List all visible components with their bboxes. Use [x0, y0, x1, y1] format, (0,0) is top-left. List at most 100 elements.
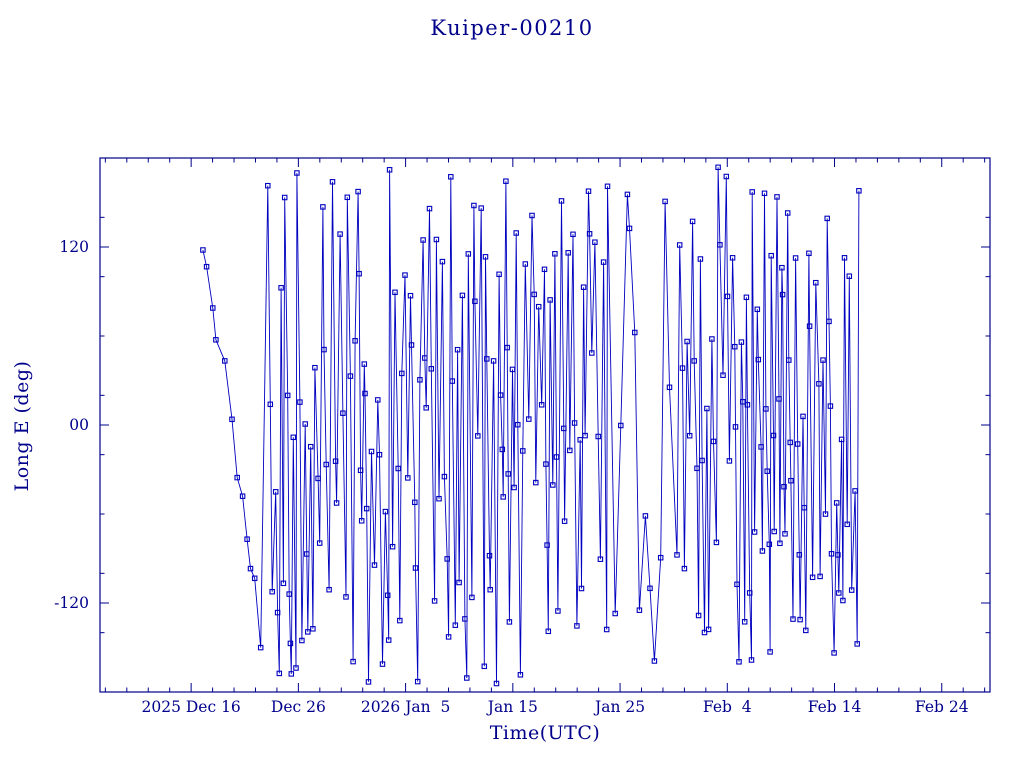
data-point [229, 416, 235, 423]
data-point [496, 271, 502, 278]
data-point [395, 465, 401, 472]
plot-title: Kuiper-00210 [430, 16, 594, 40]
data-point [465, 251, 472, 257]
data-point [806, 323, 813, 329]
data-point [555, 608, 561, 614]
data-point [312, 364, 318, 371]
data-point [801, 504, 807, 511]
data-point [626, 225, 633, 232]
data-point [420, 237, 426, 243]
data-point [809, 574, 816, 581]
data-point [538, 402, 545, 408]
data-point [632, 329, 638, 336]
data-point [828, 551, 835, 557]
data-point [200, 247, 206, 253]
data-point [520, 448, 526, 454]
data-point [533, 479, 539, 486]
data-point [321, 346, 327, 353]
data-point [558, 198, 565, 204]
data-point [356, 270, 362, 277]
data-point [315, 475, 321, 482]
data-point [310, 626, 316, 632]
data-point [362, 390, 368, 397]
data-point [709, 336, 715, 342]
data-point [323, 461, 329, 468]
data-point [657, 554, 664, 561]
data-point [763, 406, 769, 412]
data-point [251, 575, 258, 582]
data-point [732, 343, 738, 350]
data-point [417, 377, 423, 383]
data-point [820, 357, 826, 363]
data-point [357, 467, 364, 474]
data-point [379, 661, 386, 667]
data-point [326, 586, 332, 593]
data-point [570, 231, 576, 238]
data-point [444, 556, 450, 562]
data-point [777, 540, 783, 547]
data-point [452, 622, 459, 628]
data-point [636, 607, 643, 613]
data-point [781, 483, 787, 490]
data-point [743, 294, 750, 301]
data-point [577, 437, 583, 443]
data-point [729, 255, 736, 261]
data-point [358, 518, 365, 524]
data-point [392, 289, 398, 296]
data-point [689, 218, 696, 225]
data-point [754, 306, 761, 313]
data-point [854, 641, 860, 647]
data-point [806, 250, 812, 257]
data-point [833, 500, 840, 506]
data-point [679, 365, 686, 371]
data-point [759, 548, 766, 554]
data-point [368, 448, 375, 455]
data-point [294, 170, 300, 176]
data-point [723, 173, 730, 180]
data-point [397, 617, 403, 624]
data-point [244, 536, 250, 542]
data-point [612, 610, 618, 617]
data-point [726, 458, 733, 464]
data-point [831, 650, 837, 656]
data-point [433, 236, 440, 243]
data-point [553, 454, 560, 460]
data-point [247, 565, 254, 572]
x-tick-label: Feb 14 [808, 698, 862, 716]
data-point [684, 338, 690, 345]
data-point [423, 405, 429, 411]
data-point [386, 167, 393, 173]
data-point [302, 421, 308, 427]
data-point [426, 205, 433, 212]
data-point [738, 339, 745, 345]
data-point [794, 441, 801, 447]
data-point [751, 529, 758, 535]
data-point [776, 396, 782, 402]
x-tick-label: Dec 26 [271, 698, 326, 716]
data-point [504, 344, 510, 351]
data-point [788, 477, 794, 484]
data-point [297, 399, 303, 405]
data-point [472, 298, 478, 305]
data-point [428, 366, 435, 372]
data-point [517, 672, 524, 678]
data-point [274, 609, 281, 616]
y-tick-label: 120 [59, 238, 89, 256]
data-point [363, 505, 370, 512]
data-point [402, 272, 408, 278]
data-point [715, 164, 721, 171]
data-point [647, 585, 653, 592]
data-point [603, 626, 610, 633]
data-point [800, 413, 806, 420]
data-point [344, 194, 351, 201]
data-point [704, 405, 710, 412]
data-point [586, 231, 593, 237]
data-point [846, 273, 853, 279]
data-point [352, 338, 358, 344]
data-point [822, 511, 829, 517]
data-point [699, 457, 705, 464]
data-point [526, 416, 532, 422]
x-tick-label: Feb 4 [703, 698, 752, 716]
